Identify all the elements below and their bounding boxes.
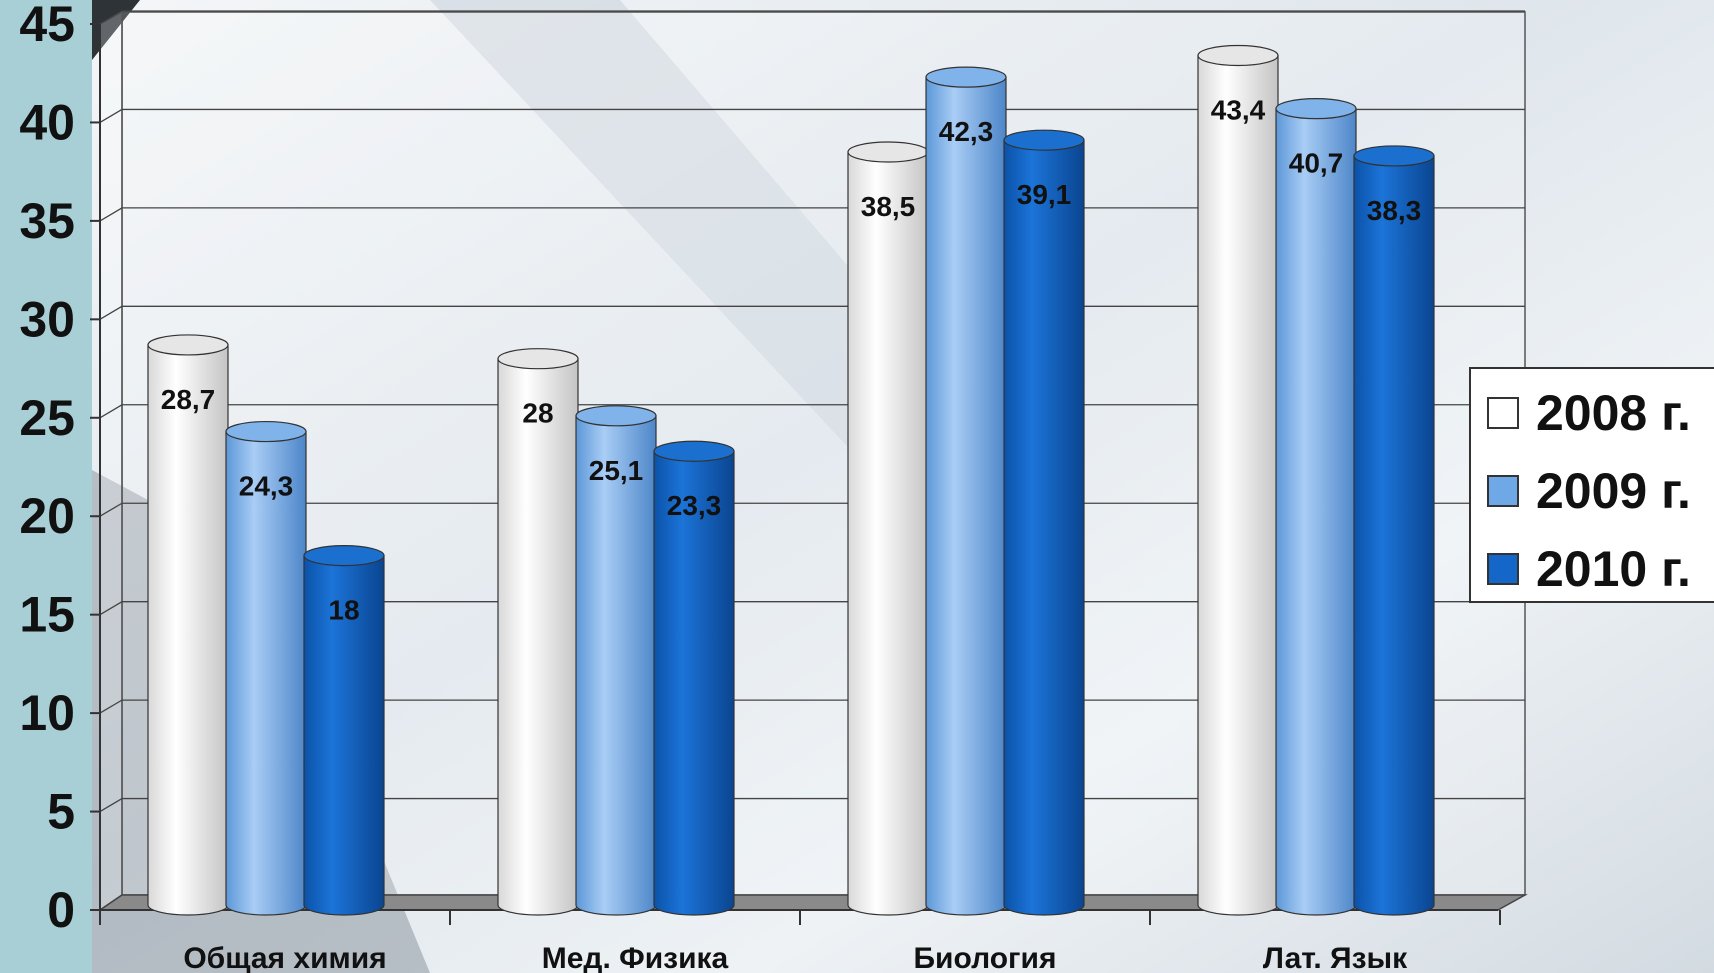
bar-top (303, 544, 385, 567)
y-tick-label: 40 (19, 94, 75, 150)
data-label: 24,3 (239, 471, 294, 502)
bar-top (1003, 129, 1085, 151)
bar-top (497, 348, 579, 370)
bar-body (147, 344, 229, 916)
bar-1-0 (497, 348, 579, 916)
x-tick-label: Лат. Язык (1263, 942, 1408, 973)
x-axis-separators (99, 910, 1501, 925)
y-tick-label: 20 (19, 488, 75, 544)
bar-2-1 (925, 66, 1007, 916)
background-shape-1 (430, 0, 980, 460)
bar-2-2 (1003, 129, 1085, 916)
x-tick-label: Мед. Физика (542, 942, 729, 973)
legend-swatch-2009 (1487, 475, 1519, 507)
bar-0-0 (147, 334, 229, 916)
bar-top (925, 66, 1007, 88)
y-tick-label: 0 (47, 882, 75, 938)
y-tick-label: 25 (19, 390, 75, 446)
legend-label-2010: 2010 г. (1536, 541, 1691, 597)
bar-body (497, 358, 579, 916)
bar-3-1 (1275, 98, 1357, 916)
legend: 2008 г. 2009 г. 2010 г. (1469, 367, 1714, 603)
data-label: 43,4 (1211, 95, 1266, 126)
bar-body (1003, 139, 1085, 916)
data-label: 28,7 (161, 384, 216, 415)
bar-top (1197, 44, 1279, 67)
bar-2-0 (847, 141, 929, 916)
left-strip (0, 0, 92, 973)
bar-body (225, 430, 307, 916)
bar-top (225, 420, 307, 443)
legend-swatch-2010 (1487, 553, 1519, 585)
bar-body (575, 415, 657, 916)
bar-body (653, 450, 735, 916)
bars (147, 44, 1435, 916)
background-shape-3 (92, 0, 140, 60)
y-tick-label: 15 (19, 587, 75, 643)
gridline (99, 10, 1525, 25)
data-label: 39,1 (1017, 179, 1072, 210)
bar-0-2 (303, 544, 385, 916)
y-tick-label: 30 (19, 291, 75, 347)
data-label: 28 (522, 398, 553, 429)
data-label: 18 (328, 595, 359, 626)
data-label: 40,7 (1289, 148, 1344, 179)
bar-body (1275, 108, 1357, 916)
y-tick-label: 45 (19, 0, 75, 52)
data-label: 38,5 (861, 191, 916, 222)
gridline (99, 108, 1525, 124)
bar-top (1353, 145, 1435, 167)
bar-1-2 (653, 440, 735, 916)
legend-label-2008: 2008 г. (1536, 385, 1691, 441)
side-wall (99, 10, 123, 912)
bar-top (847, 141, 929, 163)
legend-label-2009: 2009 г. (1536, 463, 1691, 519)
bar-top (575, 405, 657, 427)
bar-body (1197, 54, 1279, 916)
y-tick-label: 5 (47, 784, 75, 840)
data-labels: 28,7 24,3 18 28 25,1 23,3 38,5 42,3 39,1 43,4 40,7… (161, 95, 1422, 626)
bar-top (1275, 98, 1357, 120)
y-tick-label: 35 (19, 193, 75, 249)
legend-swatch-2008 (1487, 397, 1519, 429)
y-axis-ticks: 0 5 10 15 20 25 30 35 40 45 (19, 0, 100, 938)
x-axis-ticks: Общая химия Мед. Физика Биология Лат. Язык (183, 942, 1408, 973)
bar-body (847, 151, 929, 916)
data-label: 38,3 (1367, 195, 1422, 226)
x-tick-label: Общая химия (183, 942, 386, 973)
bar-body (925, 76, 1007, 916)
bar-top (147, 334, 229, 356)
data-label: 23,3 (667, 490, 722, 521)
bar-top (653, 440, 735, 462)
data-label: 42,3 (939, 116, 994, 147)
bar-body (303, 555, 385, 916)
y-tick-label: 10 (19, 685, 75, 741)
bar-body (1353, 155, 1435, 916)
bar-3-2 (1353, 145, 1435, 916)
data-label: 25,1 (589, 455, 644, 486)
x-tick-label: Биология (913, 942, 1056, 973)
bar-3-0 (1197, 44, 1279, 916)
